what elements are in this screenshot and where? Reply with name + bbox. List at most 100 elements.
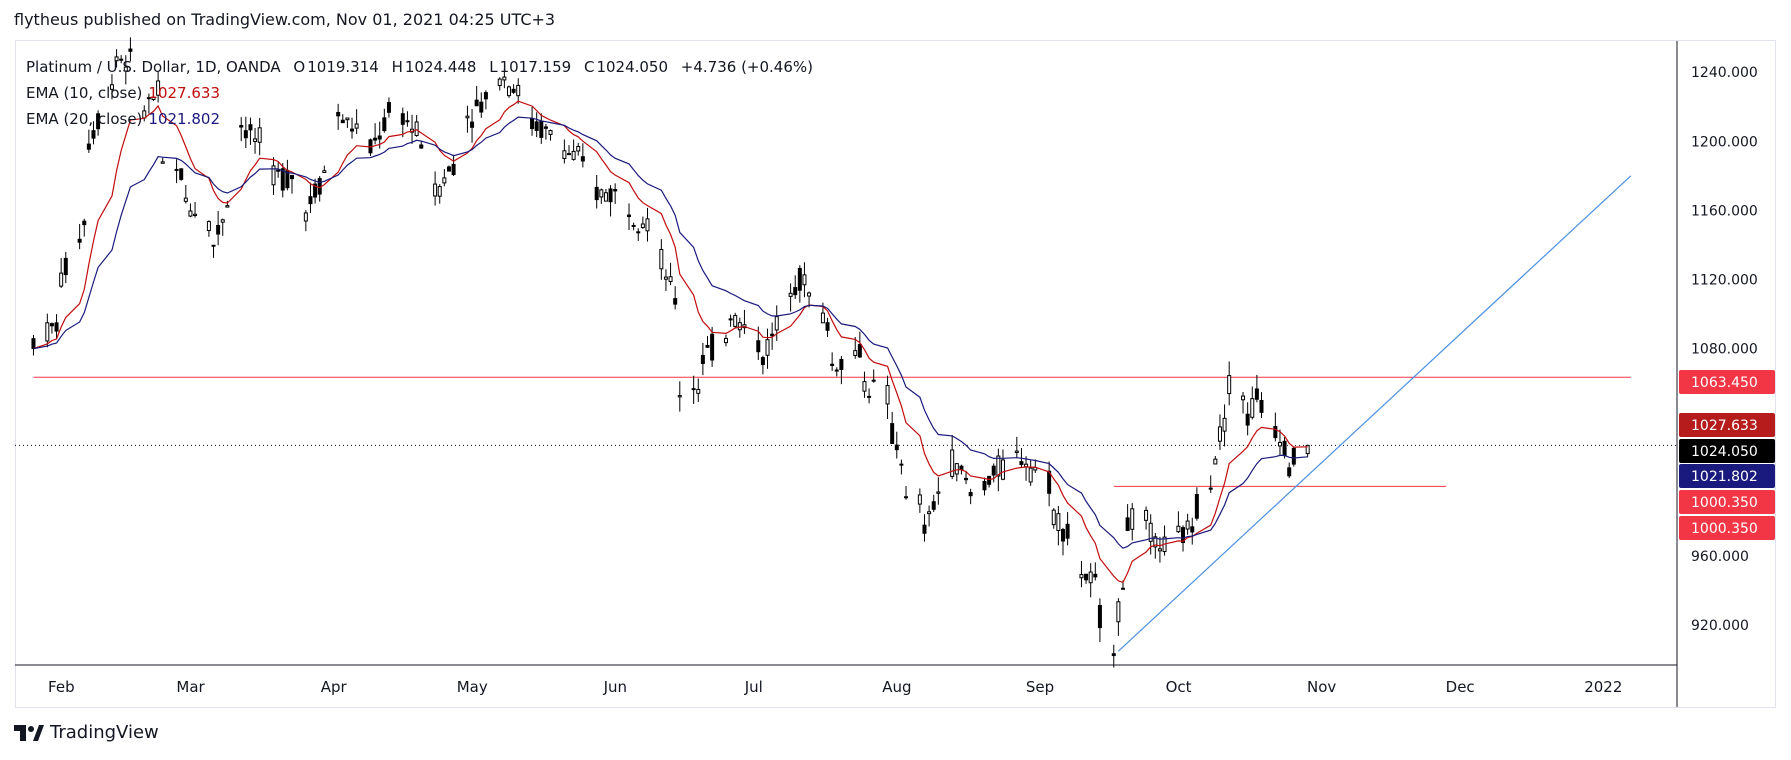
candle-body: [511, 88, 516, 93]
candle: [146, 93, 151, 114]
price-label-bg: [1679, 413, 1775, 437]
candle: [987, 475, 992, 488]
candle-body: [931, 501, 936, 510]
candle-body: [1116, 601, 1121, 623]
candle: [830, 352, 835, 371]
candle: [506, 85, 511, 98]
candle-body: [793, 287, 798, 296]
candle-body: [894, 444, 899, 451]
candle-body: [54, 322, 59, 332]
candle: [63, 251, 68, 284]
candle-body: [220, 219, 225, 223]
candle-body: [225, 205, 230, 208]
candle: [336, 103, 341, 130]
candle: [733, 312, 738, 328]
candle-body: [119, 58, 124, 61]
candle: [580, 143, 585, 168]
candle-body: [797, 267, 802, 291]
high-value: 1024.448: [404, 58, 477, 76]
candle-body: [691, 388, 696, 391]
candle: [160, 157, 165, 164]
candle: [659, 239, 664, 280]
candle-body: [760, 357, 765, 365]
candle: [465, 105, 470, 133]
candle-body: [1093, 573, 1098, 578]
candle-body: [382, 117, 387, 132]
candle: [313, 178, 318, 204]
candle-body: [109, 84, 114, 90]
candle-body: [1084, 573, 1089, 581]
candle-body: [1194, 494, 1199, 519]
tradingview-logo[interactable]: TradingView: [14, 722, 159, 743]
candle: [567, 145, 571, 156]
candle: [1024, 456, 1029, 481]
candle: [1250, 386, 1255, 420]
chart-legend: Platinum / U.S. Dollar, 1D, OANDA O 1019.…: [26, 54, 813, 132]
candle: [128, 37, 133, 62]
candle-body: [303, 212, 308, 222]
candle-body: [49, 323, 54, 327]
high-label: H: [391, 58, 403, 76]
candle-body: [151, 96, 156, 101]
open-label: O: [293, 58, 306, 76]
candle-body: [663, 276, 668, 280]
candle: [1241, 391, 1246, 414]
candle: [571, 139, 576, 161]
candle-body: [603, 192, 608, 202]
candle: [502, 68, 507, 89]
candle-body: [608, 188, 613, 203]
candle-body: [188, 210, 193, 217]
candle-body: [257, 127, 262, 143]
symbol-name[interactable]: Platinum / U.S. Dollar, 1D, OANDA: [26, 58, 281, 76]
candle: [322, 165, 327, 173]
candle-body: [853, 350, 858, 356]
candle-body: [871, 379, 876, 382]
candle: [1157, 536, 1162, 563]
candle-body: [211, 244, 216, 247]
low-value: 1017.159: [499, 58, 572, 76]
legend-ema20-row[interactable]: EMA (20, close) 1021.802: [26, 106, 813, 132]
time-tick-label: Sep: [1026, 678, 1054, 696]
legend-ema10-row[interactable]: EMA (10, close) 1027.633: [26, 80, 813, 106]
candle: [511, 84, 516, 94]
candle-body: [959, 465, 964, 471]
candle: [839, 355, 844, 385]
candle-body: [1079, 574, 1084, 579]
candle: [109, 74, 114, 100]
candle-body: [114, 56, 119, 62]
candle-body: [820, 312, 825, 324]
candle: [414, 115, 419, 137]
price-tick-label: 1120.000: [1691, 273, 1758, 289]
candle-body: [964, 477, 969, 481]
candle: [982, 477, 987, 496]
candle-body: [756, 340, 761, 353]
time-tick-label: May: [457, 678, 488, 696]
candle: [1014, 436, 1019, 458]
candle-body: [123, 66, 128, 72]
candle-body: [419, 144, 424, 149]
candle-body: [446, 166, 451, 172]
candle-body: [506, 86, 511, 97]
chart-frame[interactable]: [15, 40, 1776, 708]
candle-body: [950, 449, 955, 477]
candle-body: [1208, 487, 1213, 490]
candle: [516, 78, 521, 104]
candle-body: [1088, 571, 1093, 584]
candle-body: [345, 117, 350, 121]
price-tick-label: 1080.000: [1691, 342, 1758, 358]
candle: [548, 129, 553, 141]
candle: [608, 185, 613, 217]
candle-body: [160, 161, 165, 164]
price-label-text: 1000.350: [1691, 521, 1758, 537]
ema10-line: [33, 100, 1308, 584]
candle: [770, 322, 775, 350]
candle-body: [248, 124, 253, 131]
candle: [1277, 429, 1282, 456]
candle: [954, 463, 959, 482]
candle-body: [927, 511, 932, 515]
candle-body: [917, 494, 922, 505]
candle: [760, 355, 765, 375]
candle: [1208, 475, 1213, 493]
candle-body: [867, 395, 872, 398]
